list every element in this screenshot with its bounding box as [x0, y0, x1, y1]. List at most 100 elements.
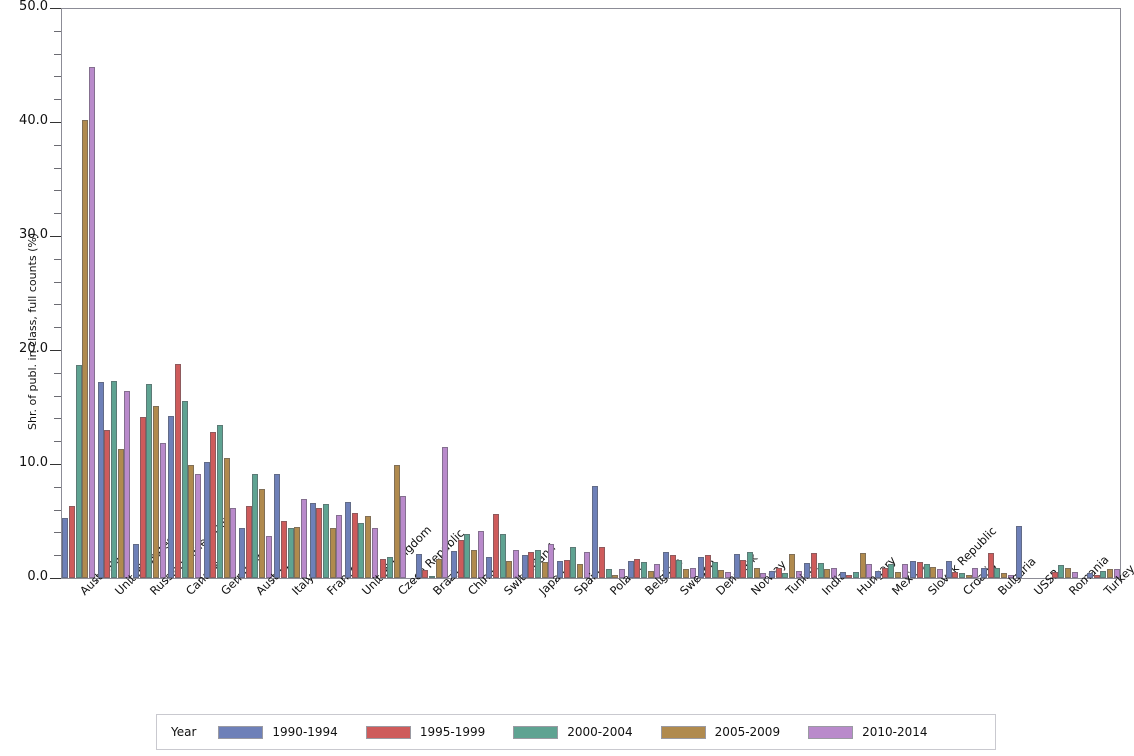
bar [521, 555, 528, 578]
y-tick-label: 20.0 [19, 341, 48, 356]
bar [987, 552, 994, 578]
bar-group [804, 8, 837, 578]
bar [676, 559, 683, 578]
y-tick [54, 167, 61, 169]
bar [274, 474, 281, 578]
bar [698, 557, 705, 578]
bar-group [380, 8, 407, 578]
bar [952, 572, 959, 578]
legend-label: 2000-2004 [567, 725, 633, 739]
bar [415, 554, 422, 578]
bar [364, 516, 371, 578]
bar [1100, 571, 1107, 578]
legend-label: 1995-1999 [419, 725, 486, 739]
bar [486, 557, 493, 578]
x-tick [661, 579, 663, 584]
bar [994, 567, 1001, 578]
y-tick [50, 578, 61, 579]
y-tick [50, 464, 61, 465]
legend-item[interactable]: 1995-1999 [365, 725, 486, 739]
y-tick-label: 50.0 [19, 0, 48, 14]
bar [839, 572, 846, 578]
bar-group [132, 8, 166, 578]
bar [1086, 573, 1094, 578]
bar [188, 465, 195, 578]
bar [627, 560, 634, 578]
bar-group [1016, 8, 1023, 578]
bar [287, 527, 294, 578]
bar [223, 458, 230, 578]
bar [795, 571, 802, 578]
x-tick [979, 579, 981, 584]
bar [316, 508, 323, 578]
bar [936, 568, 943, 578]
bar-group [203, 8, 237, 578]
x-tick [909, 579, 910, 584]
bar [380, 558, 387, 578]
bar [152, 405, 159, 578]
bar [556, 560, 564, 578]
bar [88, 67, 95, 578]
y-tick [54, 486, 61, 488]
x-tick [308, 579, 310, 584]
bar [344, 501, 352, 578]
bar [159, 443, 166, 578]
bar [210, 432, 217, 578]
bar [1007, 574, 1014, 578]
bar [817, 563, 824, 578]
y-tick [54, 395, 61, 397]
x-tick [626, 579, 628, 584]
bar-group [62, 8, 95, 578]
bar [181, 401, 188, 578]
y-tick [54, 190, 61, 192]
bar [782, 573, 789, 578]
bar [689, 567, 696, 578]
bar [442, 446, 449, 578]
y-tick [54, 509, 61, 511]
bar [647, 571, 654, 578]
y-tick [54, 372, 61, 374]
bar [110, 380, 118, 578]
bar [393, 465, 400, 578]
bar [174, 363, 182, 578]
plot-area [61, 8, 1121, 578]
legend-swatch [808, 725, 854, 739]
bar [203, 461, 210, 578]
bar [669, 555, 676, 578]
bar [258, 489, 265, 578]
bar [972, 567, 979, 578]
bar [146, 384, 153, 578]
bar [1051, 572, 1058, 578]
bar-group [521, 8, 555, 578]
y-tick [54, 327, 61, 329]
bar [1071, 572, 1078, 578]
bar-group [486, 8, 519, 578]
legend-label: 2010-2014 [862, 725, 928, 739]
bar [464, 533, 471, 578]
bar [358, 523, 365, 578]
bar [435, 558, 442, 578]
bar [923, 564, 930, 578]
x-tick [237, 579, 239, 584]
bar [528, 551, 535, 578]
bar-group [309, 8, 343, 578]
legend-item[interactable]: 2000-2004 [513, 725, 633, 739]
legend-item[interactable]: 2005-2009 [660, 725, 781, 739]
legend-swatch [218, 725, 264, 739]
legend-item[interactable]: 2010-2014 [808, 725, 928, 739]
y-tick-label: 10.0 [19, 455, 48, 470]
bar [82, 119, 89, 578]
y-tick [50, 350, 61, 351]
x-tick [379, 579, 380, 584]
legend-item[interactable]: 1990-1994 [218, 725, 338, 739]
legend-label: 2005-2009 [714, 725, 781, 739]
bar-group [698, 8, 731, 578]
y-tick [54, 304, 61, 306]
legend-title: Year [171, 725, 197, 739]
bar [576, 564, 583, 578]
bar [718, 570, 725, 578]
bar [824, 568, 831, 578]
x-tick [803, 579, 804, 584]
x-tick [520, 579, 522, 584]
